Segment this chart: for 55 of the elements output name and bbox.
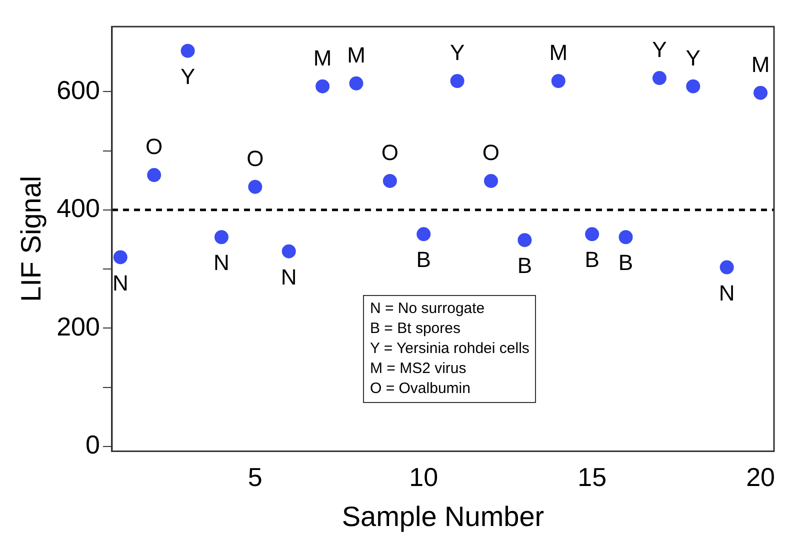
point: [349, 76, 364, 90]
point: [720, 260, 734, 274]
annotation: N: [112, 270, 128, 296]
annotation: O: [381, 140, 398, 166]
x-tick-label: 5: [248, 462, 262, 492]
annotation: M: [751, 52, 770, 77]
annotation: B: [618, 250, 634, 276]
annotation: N = No surrogate: [370, 299, 486, 319]
point: [518, 233, 532, 248]
annotation: Y: [180, 64, 196, 89]
point: [618, 230, 633, 244]
annotation: B: [584, 247, 600, 272]
x-tick-label: 10: [409, 462, 438, 492]
annotation: N: [718, 280, 735, 306]
annotation: Y: [450, 40, 465, 66]
annotation: M: [347, 42, 366, 68]
annotation: O: [146, 134, 163, 160]
annotation: Y: [686, 45, 701, 70]
y-tick-label: 400: [56, 193, 100, 224]
y-axis-title: LIF Signal: [16, 176, 47, 302]
point: [416, 227, 431, 242]
annotation: Y: [652, 37, 668, 62]
point: [484, 174, 498, 188]
point: [585, 227, 600, 242]
point: [214, 230, 228, 244]
annotation: O: [246, 146, 264, 171]
y-tick-label: 200: [56, 311, 100, 342]
annotation: B: [517, 253, 532, 278]
annotation: Y = Yersinia rohdei cells: [370, 339, 530, 359]
x-tick-label: 20: [746, 462, 775, 492]
annotation: O = Ovalbumin: [370, 379, 472, 399]
annotation: O: [482, 140, 500, 166]
annotation: M: [549, 40, 568, 66]
y-tick-label: 600: [56, 74, 100, 105]
annotation: N: [280, 264, 297, 290]
point: [147, 168, 162, 182]
annotation: M: [313, 45, 332, 70]
point: [382, 174, 397, 188]
point: [754, 86, 768, 100]
annotation: N: [214, 250, 230, 276]
point: [450, 74, 464, 88]
point: [551, 74, 566, 88]
annotation: B: [416, 247, 431, 272]
point: [113, 250, 128, 264]
point: [686, 79, 700, 94]
annotation: M = MS2 virus: [370, 359, 468, 379]
x-axis-title: Sample Number: [342, 500, 544, 532]
x-tick-label: 15: [578, 462, 607, 492]
point: [180, 44, 195, 58]
point: [652, 71, 666, 86]
point: [248, 180, 262, 194]
point: [316, 79, 330, 94]
point: [282, 244, 296, 258]
y-tick-label: 0: [86, 430, 100, 460]
annotation: B = Bt spores: [370, 319, 462, 339]
